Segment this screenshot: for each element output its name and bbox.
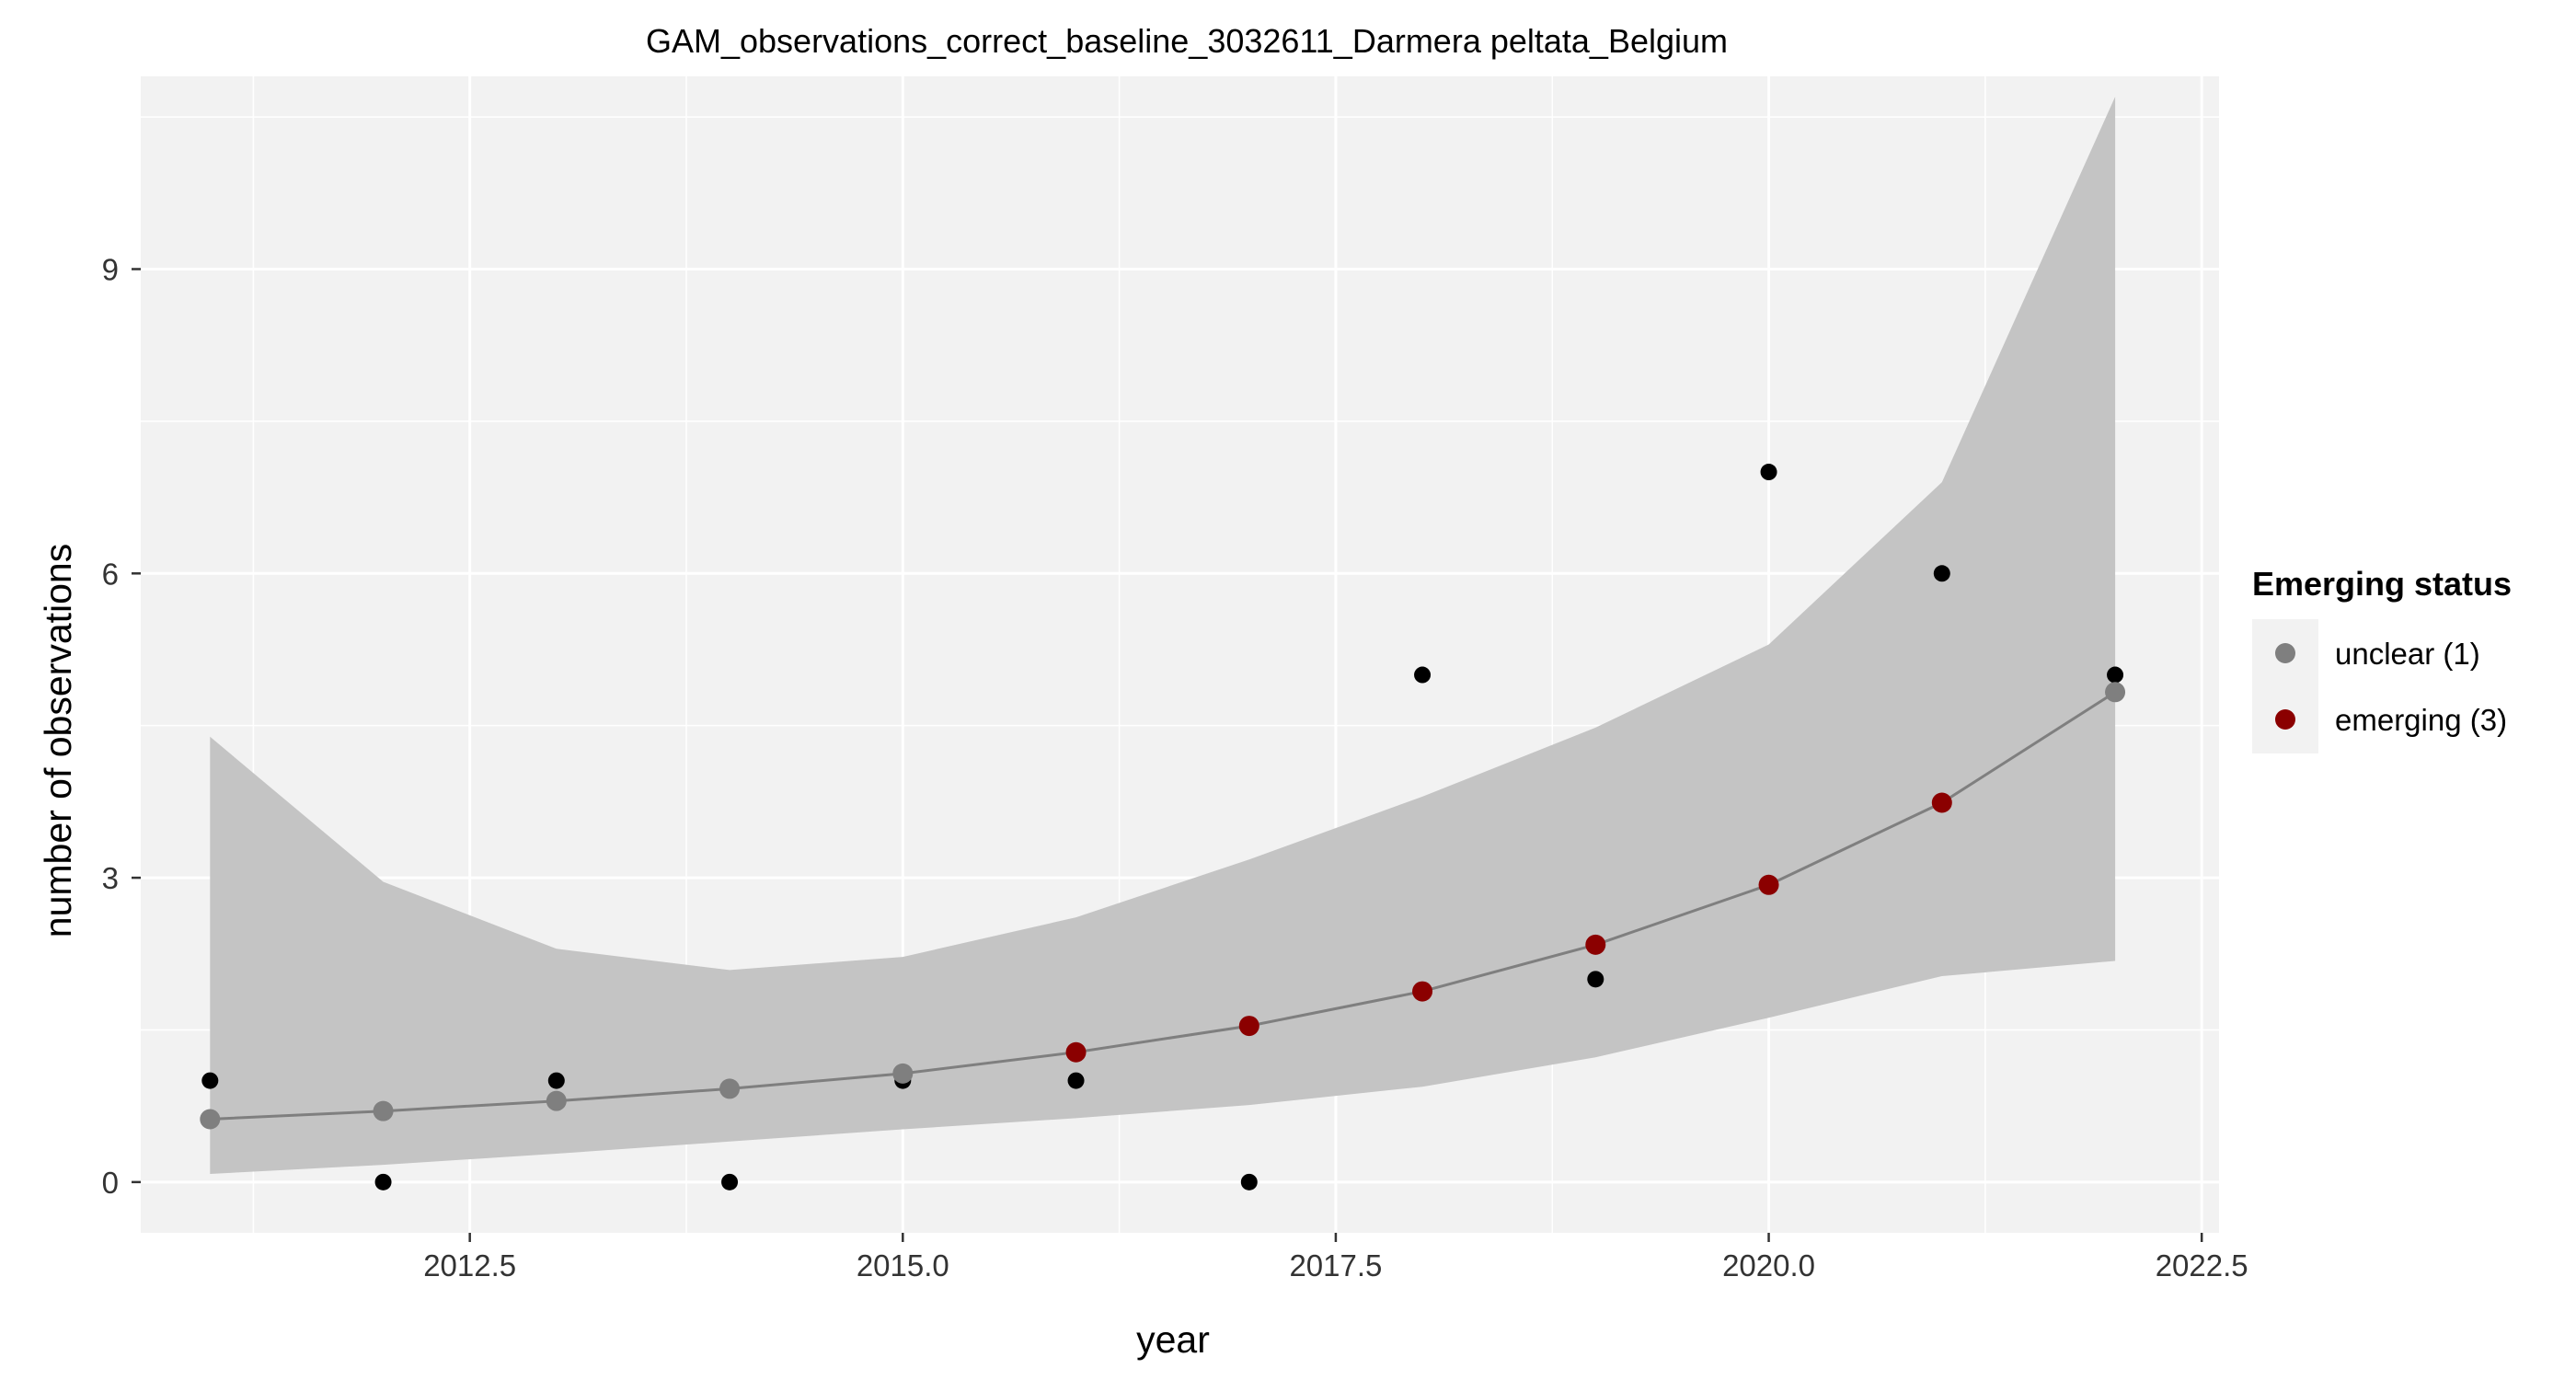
- observation-point: [1067, 1072, 1085, 1089]
- observation-points: [201, 464, 2124, 1190]
- observation-point: [201, 1072, 219, 1089]
- legend-label-unclear: unclear (1): [2335, 637, 2480, 671]
- fit-point-unclear: [546, 1090, 567, 1111]
- y-tick-label: 9: [102, 253, 119, 287]
- fit-point-emerging: [1065, 1041, 1087, 1063]
- fit-point-emerging: [1412, 981, 1433, 1002]
- fit-point-emerging: [1758, 874, 1779, 895]
- fit-point-unclear: [892, 1063, 914, 1084]
- x-tick-label: 2012.5: [423, 1248, 516, 1282]
- fit-point-emerging: [1238, 1016, 1259, 1037]
- legend-title: Emerging status: [2252, 565, 2512, 603]
- observation-point: [374, 1173, 392, 1190]
- y-tick-label: 0: [102, 1166, 119, 1200]
- gam-fit-line: [210, 691, 2116, 1121]
- confidence-ribbon: [210, 97, 2116, 1175]
- x-tick-label: 2020.0: [1722, 1248, 1815, 1282]
- legend-key-emerging: [2275, 709, 2295, 730]
- fit-point-emerging: [1931, 792, 1952, 813]
- x-tick-label: 2015.0: [857, 1248, 949, 1282]
- legend: Emerging status unclear (1) emerging (3): [2252, 565, 2512, 753]
- fit-point-unclear: [200, 1109, 221, 1130]
- observation-point: [1760, 464, 1777, 481]
- y-axis: 0 3 6 9: [102, 253, 141, 1200]
- observation-point: [1240, 1173, 1258, 1190]
- fit-point-unclear: [719, 1078, 741, 1099]
- observation-point: [2107, 666, 2124, 684]
- observation-point: [721, 1173, 739, 1190]
- legend-key-background: [2252, 619, 2318, 753]
- x-axis-title: year: [1136, 1318, 1210, 1361]
- legend-label-emerging: emerging (3): [2335, 703, 2507, 737]
- y-tick-label: 3: [102, 861, 119, 895]
- fit-points: [200, 682, 2126, 1130]
- observation-point: [1414, 666, 1432, 684]
- observation-point: [547, 1072, 565, 1089]
- y-axis-title: number of observations: [37, 544, 79, 937]
- chart-title: GAM_observations_correct_baseline_303261…: [646, 22, 1728, 60]
- x-tick-label: 2017.5: [1289, 1248, 1382, 1282]
- x-tick-label: 2022.5: [2156, 1248, 2248, 1282]
- observation-point: [1587, 971, 1604, 988]
- fit-point-emerging: [1585, 934, 1606, 955]
- legend-key-unclear: [2275, 643, 2295, 663]
- x-axis: 2012.5 2015.0 2017.5 2020.0 2022.5: [423, 1233, 2248, 1282]
- y-tick-label: 6: [102, 557, 119, 591]
- fit-point-unclear: [2105, 682, 2126, 703]
- fit-point-unclear: [373, 1100, 394, 1121]
- observation-point: [1933, 565, 1950, 582]
